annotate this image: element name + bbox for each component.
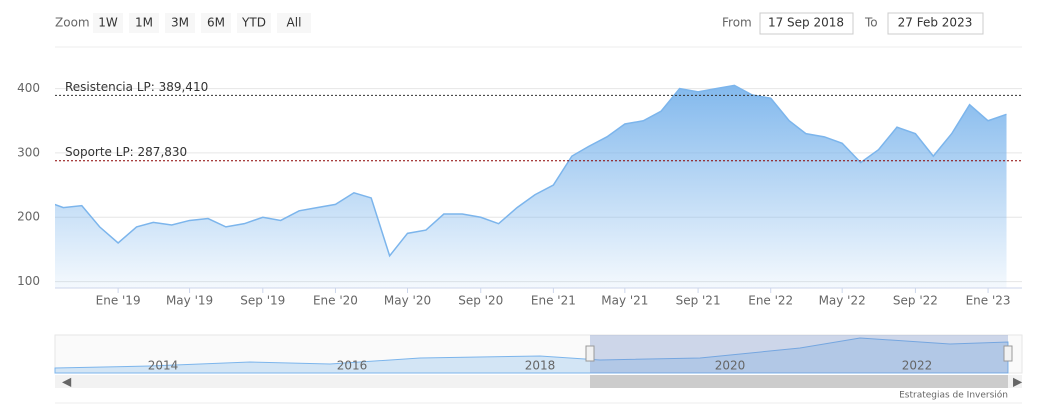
range-button[interactable]	[201, 13, 231, 33]
to-label: To	[864, 16, 878, 30]
x-tick-label: Ene '21	[531, 294, 576, 308]
x-tick-label: Ene '23	[966, 294, 1011, 308]
range-button-label[interactable]: All	[287, 16, 302, 30]
range-button[interactable]	[277, 13, 311, 33]
x-tick-label: Ene '19	[96, 294, 141, 308]
line	[55, 84, 1007, 258]
range-buttons: 1W 1M 3M 6M YTD All	[93, 13, 311, 33]
range-button-label[interactable]: YTD	[241, 16, 266, 30]
credits: Estrategias de Inversión	[899, 390, 1008, 401]
x-tick-label: May '21	[601, 294, 648, 308]
scrollbar-thumb[interactable]	[590, 375, 1008, 388]
from-label: From	[722, 16, 752, 30]
range-button-label[interactable]: 6M	[207, 16, 225, 30]
navigator-mask[interactable]	[590, 335, 1008, 373]
from-value[interactable]: 17 Sep 2018	[768, 16, 844, 30]
y-tick-label: 400	[17, 81, 40, 95]
navigator[interactable]	[54, 334, 1023, 374]
x-tick-label: Ene '20	[313, 294, 358, 308]
x-tick-label: May '19	[166, 294, 213, 308]
range-button[interactable]	[165, 13, 195, 33]
navigator-label: 2016	[337, 359, 368, 373]
plot-area: 100 200 300 400 Ene '19 May '19 Sep '19 Ene '20…	[17, 80, 1022, 308]
area-fill	[55, 85, 1007, 288]
y-tick-label: 100	[17, 274, 40, 288]
from-input[interactable]	[759, 12, 854, 35]
series-group	[55, 84, 1007, 288]
x-tick-label: Sep '20	[458, 294, 503, 308]
navigator-label: 2018	[525, 359, 556, 373]
range-button[interactable]	[93, 13, 123, 33]
scroll-left[interactable]: ◀	[62, 375, 72, 389]
navigator-series	[54, 337, 1009, 374]
y-tick-label: 200	[17, 210, 40, 224]
navigator-label: 2020	[715, 359, 746, 373]
x-tick-label: Ene '22	[748, 294, 793, 308]
range-button-label[interactable]: 3M	[171, 16, 189, 30]
navigator-handle[interactable]	[1003, 345, 1013, 362]
range-button-label[interactable]: 1M	[135, 16, 153, 30]
navigator-handle[interactable]	[585, 345, 595, 362]
x-tick-label: Sep '19	[240, 294, 285, 308]
x-tick-label: May '20	[384, 294, 431, 308]
scroll-right[interactable]: ▶	[1013, 375, 1023, 389]
x-tick-label: Sep '22	[893, 294, 938, 308]
navigator-label: 2022	[902, 359, 933, 373]
range-button[interactable]	[129, 13, 159, 33]
y-tick-label: 300	[17, 145, 40, 159]
plot-line-label: Resistencia LP: 389,410	[65, 80, 208, 94]
to-input[interactable]	[887, 12, 984, 35]
to-value[interactable]: 27 Feb 2023	[898, 16, 973, 30]
zoom-label: Zoom	[55, 16, 90, 30]
navigator-label: 2014	[148, 359, 179, 373]
range-button-label[interactable]: 1W	[98, 16, 118, 30]
x-tick-label: Sep '21	[676, 294, 721, 308]
x-tick-label: May '22	[819, 294, 866, 308]
plot-line-label: Soporte LP: 287,830	[65, 145, 187, 159]
range-button[interactable]	[237, 13, 271, 33]
